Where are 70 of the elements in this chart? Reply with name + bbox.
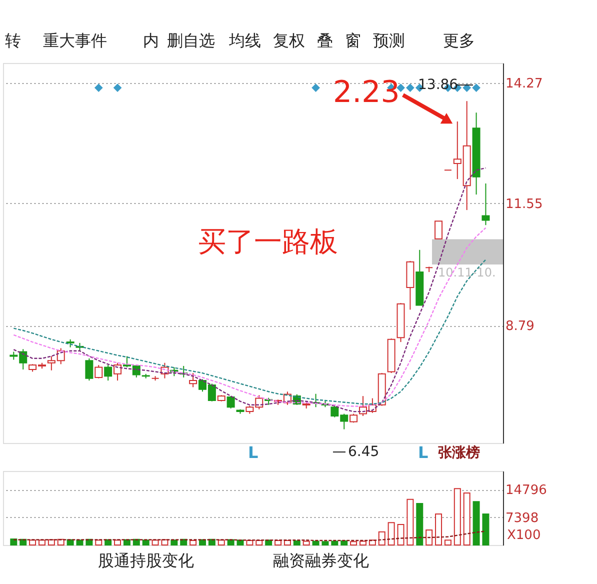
text: 叠	[317, 31, 333, 50]
bar	[142, 540, 150, 546]
text: 内	[143, 31, 159, 50]
bar	[435, 513, 442, 546]
bar	[274, 540, 282, 546]
bar	[218, 540, 225, 546]
bar	[331, 540, 338, 546]
bar	[322, 541, 329, 546]
bar	[95, 540, 102, 546]
candlestick	[434, 220, 443, 240]
y-tick-label: 14796	[506, 483, 547, 498]
bar	[38, 540, 46, 546]
bar	[312, 540, 320, 546]
bar	[426, 530, 433, 546]
bar	[302, 540, 310, 546]
y-tick-label: 7398	[506, 510, 539, 526]
text: 6.45	[348, 444, 380, 460]
text: 更多	[443, 31, 475, 50]
text: 重大事件	[43, 31, 107, 50]
annotation: 买了一路板	[198, 225, 338, 258]
line-series	[13, 530, 486, 542]
bar	[416, 503, 424, 546]
bar	[397, 524, 404, 546]
bar	[246, 540, 254, 546]
bar	[463, 492, 470, 546]
candlestick	[189, 372, 198, 388]
bar	[284, 540, 291, 546]
annotation: 2.23	[333, 75, 400, 110]
bar	[388, 522, 395, 546]
bar	[256, 540, 263, 546]
text: 删自选	[167, 31, 215, 50]
annotation: 13.86	[418, 77, 458, 93]
bar	[482, 513, 490, 546]
bar	[265, 540, 272, 546]
text: 转	[5, 31, 21, 50]
y-tick-label: 8.79	[506, 319, 534, 334]
candlestick	[482, 182, 490, 226]
bar	[190, 540, 197, 546]
bar	[29, 540, 36, 546]
bar	[152, 540, 159, 546]
bar	[293, 540, 300, 546]
bar	[472, 501, 480, 546]
candlestick	[114, 362, 122, 382]
text: 窗	[345, 31, 361, 50]
bar	[444, 540, 452, 546]
bar	[76, 540, 84, 546]
bar	[378, 531, 386, 546]
bar	[359, 540, 366, 546]
annotation: L	[248, 443, 258, 462]
text: 均线	[228, 31, 261, 50]
text: 融资融券变化	[273, 551, 369, 570]
candlestick	[85, 358, 94, 382]
bar	[406, 498, 414, 546]
candlestick	[94, 364, 103, 379]
bar	[236, 540, 244, 546]
bar	[340, 540, 348, 546]
annotation: L	[418, 443, 428, 462]
text: 股通持股变化	[98, 551, 194, 570]
candlestick	[104, 364, 112, 382]
y-tick-label: 11.55	[506, 196, 543, 212]
bar	[170, 540, 178, 546]
bar	[454, 488, 461, 546]
text: X100	[507, 528, 541, 543]
bar	[350, 541, 358, 546]
text: 预测	[373, 31, 405, 50]
y-tick-label: 14.27	[506, 76, 543, 92]
bar	[114, 540, 122, 546]
text: 张涨榜	[438, 444, 480, 461]
text: 复权	[273, 31, 305, 50]
candlestick	[226, 396, 235, 409]
